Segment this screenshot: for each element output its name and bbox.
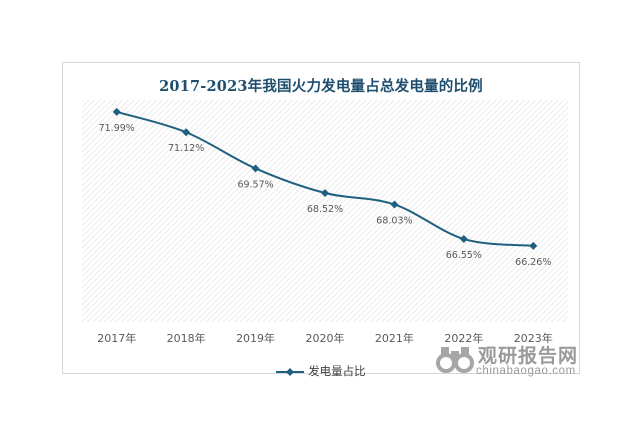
data-label: 68.03%	[376, 215, 412, 226]
x-tick-label: 2017年	[97, 331, 136, 345]
data-point	[182, 128, 191, 137]
x-tick-label: 2020年	[306, 331, 345, 345]
data-point	[529, 241, 538, 250]
data-point	[251, 164, 260, 173]
data-point	[390, 200, 399, 209]
x-tick-label: 2023年	[514, 331, 553, 345]
watermark-name: 观研报告网	[478, 345, 579, 367]
x-tick-label: 2019年	[236, 331, 275, 345]
chart-card: 2017-2023年我国火力发电量占总发电量的比例 2017年 2018年 2019…	[62, 62, 580, 378]
legend: 发电量占比	[63, 363, 579, 379]
data-label: 71.99%	[99, 123, 135, 134]
plot-area	[82, 100, 568, 322]
x-tick-label: 2018年	[167, 331, 206, 345]
watermark: 观研报告网 chinabaogao.com	[436, 341, 586, 383]
data-label: 68.52%	[307, 204, 343, 215]
chart-title: 2017-2023年我国火力发电量占总发电量的比例	[159, 78, 483, 95]
data-point	[112, 107, 121, 116]
watermark-url: chinabaogao.com	[476, 365, 576, 377]
line-chart: 2017年 2018年 2019年 2020年 2021年 2022年 2023年 71.9…	[82, 100, 568, 345]
data-label: 66.26%	[515, 257, 551, 268]
data-label: 71.12%	[168, 143, 204, 154]
legend-line-marker	[276, 367, 305, 376]
data-label: 69.57%	[237, 179, 273, 190]
binoculars-icon	[436, 347, 474, 373]
legend-label: 发电量占比	[308, 364, 366, 378]
data-point	[459, 235, 468, 244]
data-label: 66.55%	[446, 250, 482, 261]
data-point	[321, 189, 329, 198]
x-tick-label: 2022年	[444, 331, 483, 345]
x-tick-label: 2021年	[375, 331, 414, 345]
